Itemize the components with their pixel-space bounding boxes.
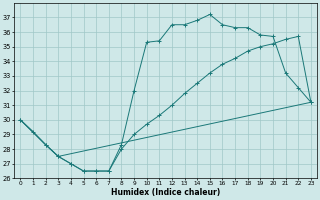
X-axis label: Humidex (Indice chaleur): Humidex (Indice chaleur) <box>111 188 220 197</box>
